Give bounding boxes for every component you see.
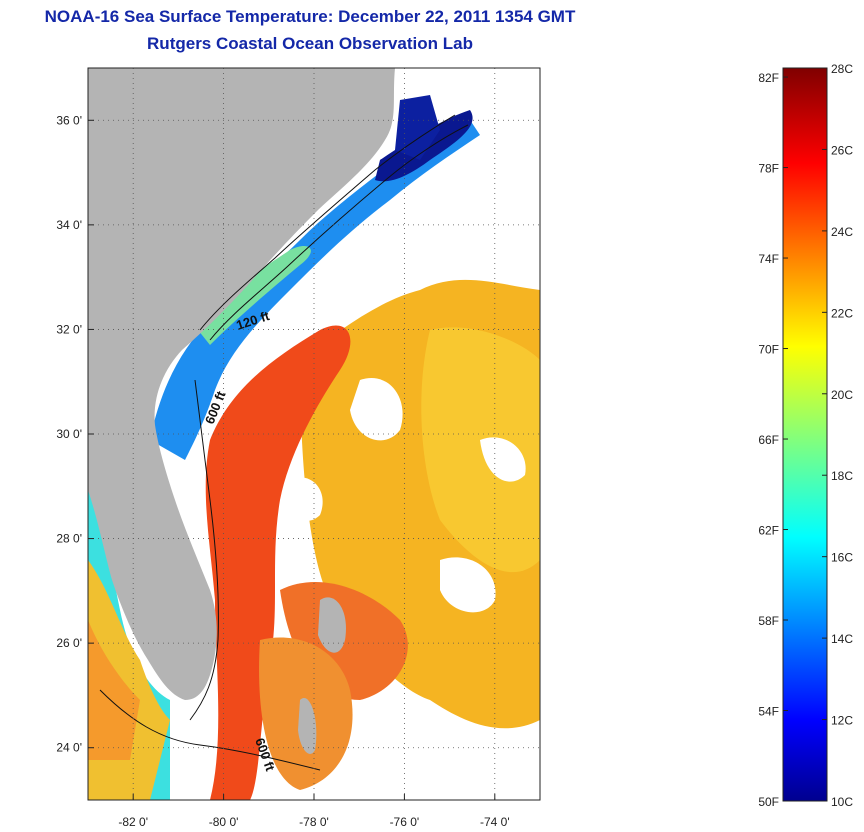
colorbar-f-label: 58F bbox=[758, 614, 779, 628]
colorbar-f-label: 62F bbox=[758, 524, 779, 538]
colorbar-c-label: 22C bbox=[831, 306, 853, 320]
cloud-patch bbox=[480, 437, 526, 482]
shelf-green-water bbox=[190, 245, 311, 345]
colorbar-c-label: 28C bbox=[831, 62, 853, 76]
colorbar-fahrenheit-scale: 82F 78F 74F 70F 66F 62F 58F 54F 50F bbox=[758, 71, 788, 809]
lon-tick-label: -78 0' bbox=[299, 815, 329, 829]
lat-tick-label: 36 0' bbox=[56, 113, 82, 127]
colorbar-f-label: 66F bbox=[758, 433, 779, 447]
map-title: NOAA-16 Sea Surface Temperature: Decembe… bbox=[44, 7, 576, 26]
lat-tick-label: 24 0' bbox=[56, 741, 82, 755]
lon-tick-label: -82 0' bbox=[118, 815, 148, 829]
colorbar-celsius-scale: 28C 26C 24C 22C 20C 18C 16C 14C 12C 10C bbox=[822, 62, 853, 809]
lon-tick-label: -76 0' bbox=[390, 815, 420, 829]
colorbar-c-label: 10C bbox=[831, 795, 853, 809]
latitude-axis: 36 0' 34 0' 32 0' 30 0' 28 0' 26 0' 24 0' bbox=[56, 113, 94, 755]
colorbar-f-label: 54F bbox=[758, 705, 779, 719]
land-mass-florida-se-us bbox=[88, 68, 395, 700]
longitude-axis: -82 0' -80 0' -78 0' -76 0' -74 0' bbox=[118, 794, 510, 829]
lat-tick-label: 30 0' bbox=[56, 427, 82, 441]
colorbar-f-label: 50F bbox=[758, 795, 779, 809]
lon-tick-label: -74 0' bbox=[480, 815, 510, 829]
colorbar-c-label: 16C bbox=[831, 551, 853, 565]
lon-tick-label: -80 0' bbox=[209, 815, 239, 829]
map-subtitle: Rutgers Coastal Ocean Observation Lab bbox=[147, 34, 473, 53]
colorbar-c-label: 18C bbox=[831, 469, 853, 483]
cloud-patch bbox=[350, 378, 403, 441]
colorbar-c-label: 20C bbox=[831, 388, 853, 402]
coastal-inlet-cold-water bbox=[395, 95, 440, 160]
colorbar-f-label: 82F bbox=[758, 71, 779, 85]
colorbar bbox=[782, 67, 828, 802]
shelf-cold-water bbox=[150, 120, 480, 460]
colorbar-c-label: 12C bbox=[831, 714, 853, 728]
bahamas-island bbox=[318, 597, 346, 653]
lat-tick-label: 26 0' bbox=[56, 636, 82, 650]
contour-600ft bbox=[209, 124, 469, 341]
offshore-yellow-water bbox=[421, 327, 540, 573]
cloud-patch bbox=[440, 557, 496, 613]
contour-florida-shelf bbox=[189, 379, 219, 721]
graticule bbox=[88, 68, 540, 800]
colorbar-c-label: 26C bbox=[831, 143, 853, 157]
contour-120ft bbox=[199, 114, 456, 331]
lat-tick-label: 28 0' bbox=[56, 532, 82, 546]
andros-island bbox=[298, 698, 317, 754]
colorbar-f-label: 78F bbox=[758, 162, 779, 176]
colorbar-c-label: 14C bbox=[831, 632, 853, 646]
gulf-shelf-orange-water bbox=[88, 620, 140, 760]
colorbar-c-label: 24C bbox=[831, 225, 853, 239]
colorbar-f-label: 74F bbox=[758, 252, 779, 266]
gulf-stream bbox=[205, 325, 351, 800]
colorbar-f-label: 70F bbox=[758, 343, 779, 357]
lat-tick-label: 34 0' bbox=[56, 218, 82, 232]
lat-tick-label: 32 0' bbox=[56, 322, 82, 336]
contour-straits bbox=[99, 689, 321, 771]
